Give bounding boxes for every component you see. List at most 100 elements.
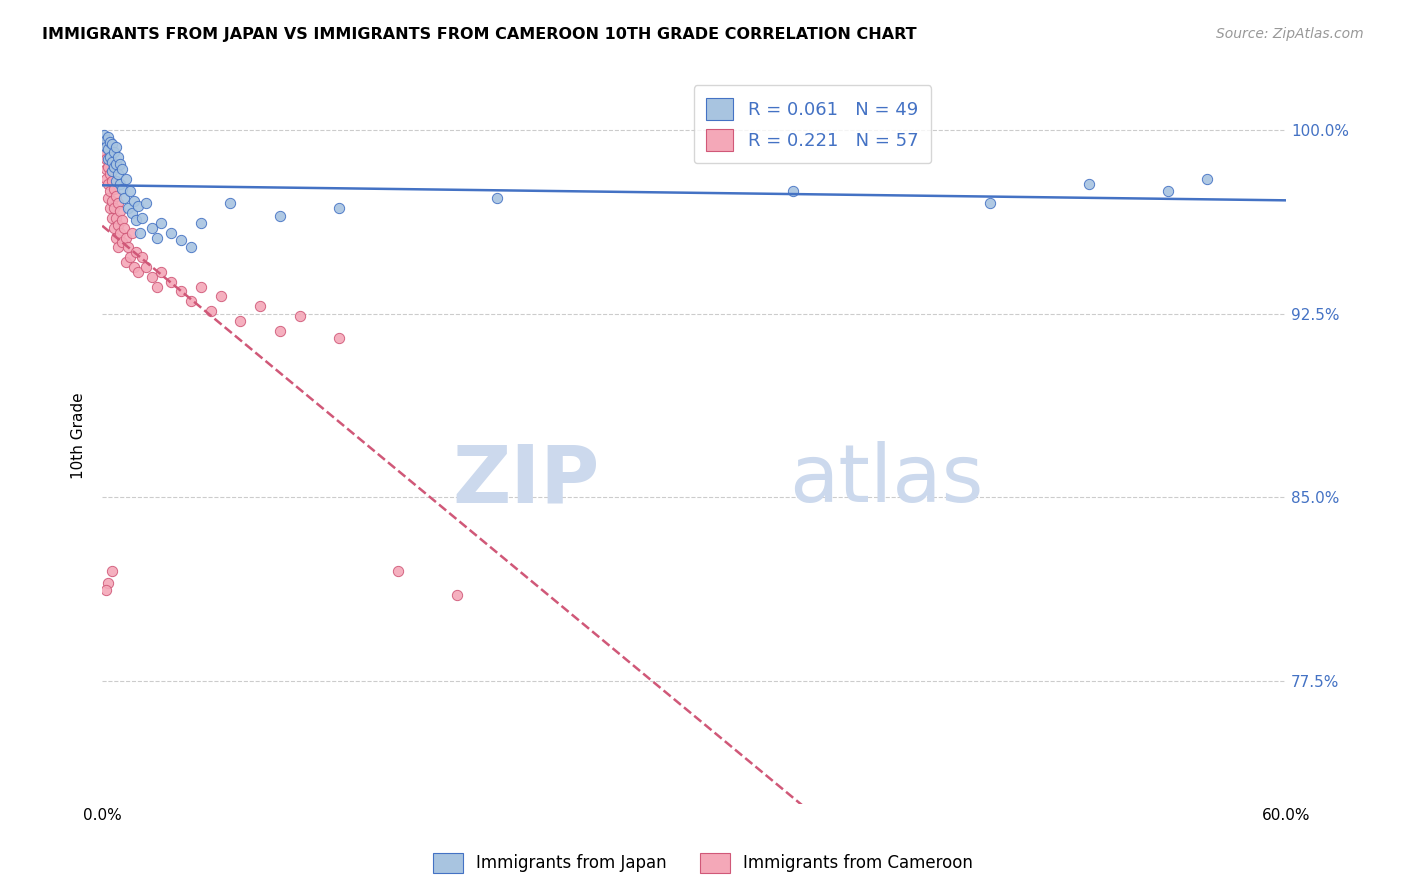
Point	[108, 203, 131, 218]
Point	[200, 304, 222, 318]
Point	[108, 226, 131, 240]
Point	[93, 135, 115, 149]
Point	[97, 130, 120, 145]
Point	[146, 279, 169, 293]
Point	[269, 324, 291, 338]
Point	[122, 194, 145, 208]
Point	[103, 145, 125, 159]
Point	[96, 583, 118, 598]
Point	[115, 230, 138, 244]
Point	[103, 201, 125, 215]
Point	[118, 250, 141, 264]
Point	[288, 309, 311, 323]
Point	[101, 211, 124, 225]
Point	[115, 255, 138, 269]
Point	[111, 181, 134, 195]
Point	[108, 177, 131, 191]
Point	[328, 201, 350, 215]
Point	[107, 240, 129, 254]
Point	[103, 220, 125, 235]
Point	[160, 226, 183, 240]
Point	[127, 199, 149, 213]
Point	[97, 177, 120, 191]
Point	[125, 245, 148, 260]
Point	[125, 213, 148, 227]
Point	[111, 213, 134, 227]
Point	[96, 171, 118, 186]
Point	[170, 233, 193, 247]
Point	[190, 279, 212, 293]
Point	[387, 564, 409, 578]
Point	[135, 260, 157, 274]
Point	[485, 191, 508, 205]
Point	[97, 160, 120, 174]
Point	[229, 314, 252, 328]
Point	[96, 152, 118, 166]
Point	[117, 240, 139, 254]
Point	[150, 265, 173, 279]
Point	[131, 211, 153, 225]
Point	[121, 206, 143, 220]
Point	[446, 588, 468, 602]
Point	[105, 174, 128, 188]
Point	[160, 275, 183, 289]
Point	[180, 240, 202, 254]
Point	[105, 211, 128, 225]
Point	[107, 167, 129, 181]
Point	[122, 260, 145, 274]
Y-axis label: 10th Grade: 10th Grade	[72, 392, 86, 479]
Point	[180, 294, 202, 309]
Point	[112, 220, 135, 235]
Point	[128, 226, 150, 240]
Point	[93, 128, 115, 142]
Text: ZIP: ZIP	[453, 442, 599, 519]
Point	[96, 161, 118, 176]
Point	[93, 147, 115, 161]
Point	[135, 196, 157, 211]
Point	[121, 226, 143, 240]
Point	[127, 265, 149, 279]
Legend: R = 0.061   N = 49, R = 0.221   N = 57: R = 0.061 N = 49, R = 0.221 N = 57	[693, 85, 931, 163]
Point	[1077, 177, 1099, 191]
Point	[249, 299, 271, 313]
Point	[97, 142, 120, 156]
Legend: Immigrants from Japan, Immigrants from Cameroon: Immigrants from Japan, Immigrants from C…	[426, 847, 980, 880]
Point	[101, 154, 124, 169]
Point	[105, 189, 128, 203]
Point	[103, 160, 125, 174]
Point	[108, 157, 131, 171]
Point	[96, 132, 118, 146]
Point	[219, 196, 242, 211]
Point	[101, 174, 124, 188]
Point	[107, 196, 129, 211]
Point	[782, 184, 804, 198]
Point	[98, 201, 121, 215]
Point	[111, 235, 134, 250]
Point	[269, 209, 291, 223]
Point	[98, 150, 121, 164]
Point	[98, 167, 121, 181]
Point	[146, 230, 169, 244]
Point	[141, 269, 163, 284]
Point	[170, 285, 193, 299]
Point	[117, 201, 139, 215]
Point	[101, 164, 124, 178]
Point	[107, 219, 129, 233]
Point	[111, 161, 134, 176]
Point	[115, 171, 138, 186]
Point	[209, 289, 232, 303]
Point	[97, 191, 120, 205]
Point	[190, 216, 212, 230]
Point	[105, 230, 128, 244]
Point	[118, 184, 141, 198]
Point	[101, 564, 124, 578]
Point	[112, 191, 135, 205]
Point	[98, 184, 121, 198]
Point	[131, 250, 153, 264]
Point	[98, 135, 121, 149]
Point	[107, 150, 129, 164]
Point	[1195, 171, 1218, 186]
Point	[105, 140, 128, 154]
Point	[141, 220, 163, 235]
Text: IMMIGRANTS FROM JAPAN VS IMMIGRANTS FROM CAMEROON 10TH GRADE CORRELATION CHART: IMMIGRANTS FROM JAPAN VS IMMIGRANTS FROM…	[42, 27, 917, 42]
